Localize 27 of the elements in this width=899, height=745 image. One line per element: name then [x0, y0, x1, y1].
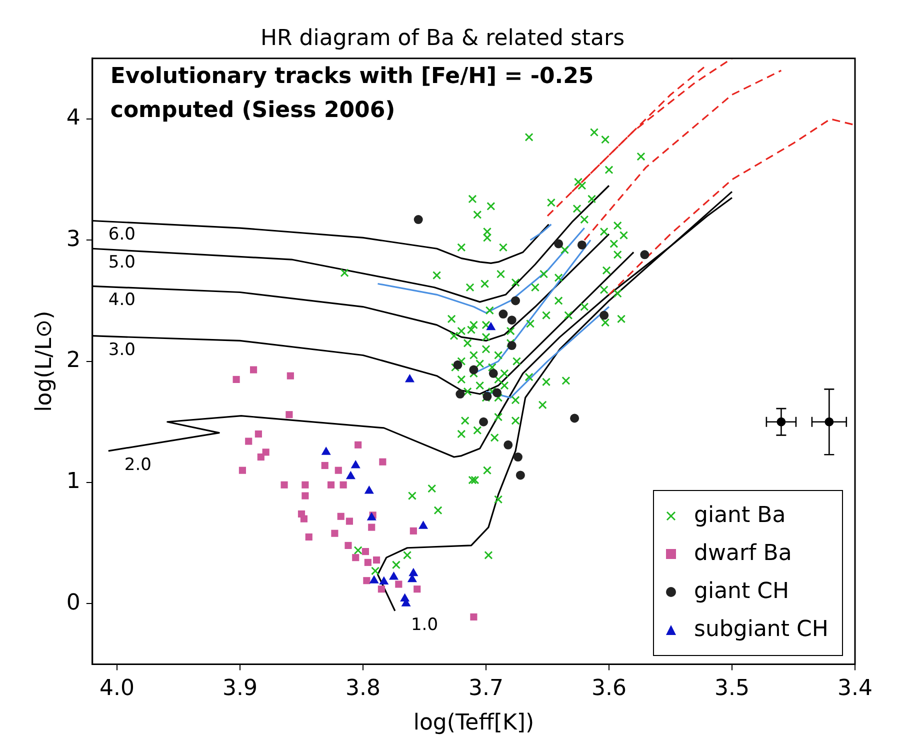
x-tick-label: 3.9	[222, 676, 258, 702]
annotation: 2.0	[124, 454, 152, 475]
annotation: 6.0	[108, 224, 136, 245]
annotation: Evolutionary tracks with [Fe/H] = -0.25	[110, 64, 594, 90]
y-tick-label: 2	[66, 348, 80, 374]
x-tick-label: 3.4	[838, 676, 872, 702]
legend-label: subgiant CH	[694, 616, 828, 644]
x-tick-label: 3.8	[346, 676, 380, 702]
x-axis-title: log(Teff[K])	[413, 710, 534, 736]
y-tick-label: 1	[66, 469, 80, 494]
x-tick-label: 3.7	[468, 676, 504, 702]
annotation: computed (Siess 2006)	[110, 98, 396, 124]
x-tick-label: 4.0	[99, 676, 134, 702]
legend-label: giant Ba	[694, 502, 786, 530]
annotation: 4.0	[108, 290, 136, 310]
y-tick-label: 3	[66, 226, 80, 252]
legend-label: dwarf Ba	[694, 540, 792, 568]
annotation: 5.0	[108, 252, 136, 273]
annotation: 1.0	[410, 614, 438, 635]
annotation: 3.0	[108, 340, 136, 360]
legend-label: giant CH	[694, 578, 790, 606]
chart-title: HR diagram of Ba & related stars	[260, 26, 625, 51]
y-tick-label: 0	[66, 590, 80, 616]
x-tick-label: 3.5	[714, 676, 750, 702]
y-tick-label: 4	[66, 106, 80, 131]
x-tick-label: 3.6	[592, 676, 626, 702]
y-axis-title: log(L/L⊙)	[32, 310, 57, 412]
